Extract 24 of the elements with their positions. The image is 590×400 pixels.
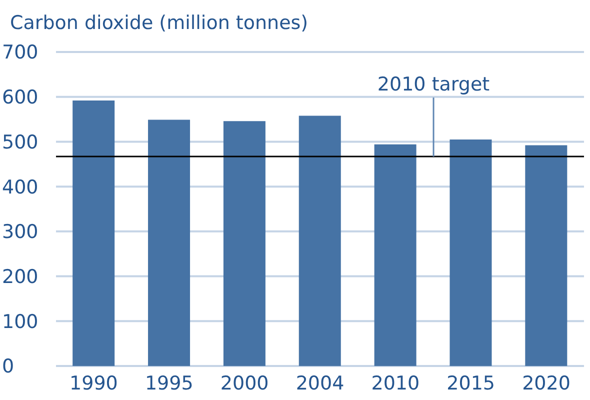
x-tick-label: 1990: [70, 372, 118, 394]
y-tick-label: 700: [2, 42, 38, 64]
x-tick-label: 2015: [446, 372, 496, 394]
x-tick-label: 2020: [522, 372, 570, 394]
y-tick-label: 100: [2, 310, 38, 333]
x-tick-label: 1995: [144, 372, 194, 394]
y-tick-label: 200: [2, 266, 38, 288]
bar: [525, 145, 568, 366]
y-tick-label: 0: [2, 356, 14, 378]
x-tick-label: 2004: [296, 372, 344, 394]
y-axis-title: Carbon dioxide (million tonnes): [10, 12, 308, 34]
y-tick-label: 400: [2, 176, 38, 198]
x-tick-label: 2010: [371, 372, 420, 394]
bar: [374, 144, 416, 366]
bar: [450, 139, 492, 366]
bar: [72, 100, 115, 366]
bar: [148, 120, 190, 366]
y-tick-label: 600: [2, 86, 38, 109]
bar: [223, 121, 266, 366]
y-tick-label: 300: [2, 221, 38, 244]
bar: [298, 116, 341, 366]
ref-line-label: 2010 target: [377, 74, 490, 96]
x-tick-label: 2000: [220, 372, 269, 394]
y-tick-label: 500: [2, 131, 38, 154]
